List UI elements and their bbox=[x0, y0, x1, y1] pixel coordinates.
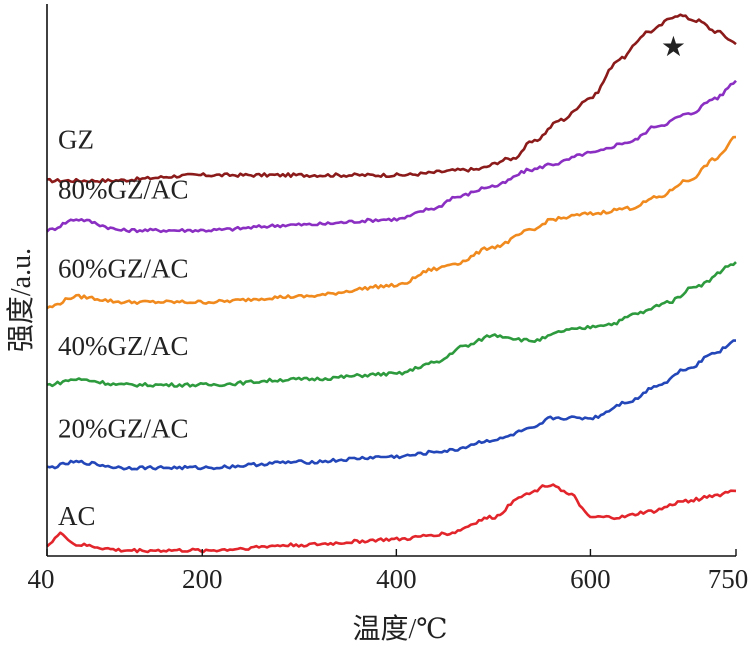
x-tick-label: 200 bbox=[182, 564, 223, 594]
series-line bbox=[46, 339, 736, 471]
y-axis-title: 强度/a.u. bbox=[5, 248, 37, 352]
x-tick-label: 600 bbox=[570, 564, 611, 594]
series-label: AC bbox=[58, 501, 96, 531]
series-label: GZ bbox=[58, 125, 94, 155]
star-marker: ★ bbox=[661, 32, 686, 63]
series-line bbox=[46, 261, 737, 388]
axes: 40 200 400 600 750 bbox=[28, 4, 749, 594]
x-tick-label: 40 bbox=[28, 564, 55, 594]
series-label: 80%GZ/AC bbox=[58, 174, 189, 204]
x-tick-label: 400 bbox=[376, 564, 417, 594]
series-line bbox=[46, 13, 737, 184]
series-line bbox=[46, 79, 737, 234]
series-labels: GZ 80%GZ/AC 60%GZ/AC 40%GZ/AC 20%GZ/AC AC bbox=[58, 125, 189, 531]
series-line bbox=[46, 483, 737, 554]
plot-area: ★ bbox=[46, 13, 737, 554]
series-line bbox=[46, 135, 737, 310]
series-label: 60%GZ/AC bbox=[58, 254, 189, 284]
series-label: 40%GZ/AC bbox=[58, 331, 189, 361]
series-label: 20%GZ/AC bbox=[58, 414, 189, 444]
x-axis-title: 温度/℃ bbox=[352, 613, 447, 645]
x-tick-label: 750 bbox=[708, 564, 749, 594]
